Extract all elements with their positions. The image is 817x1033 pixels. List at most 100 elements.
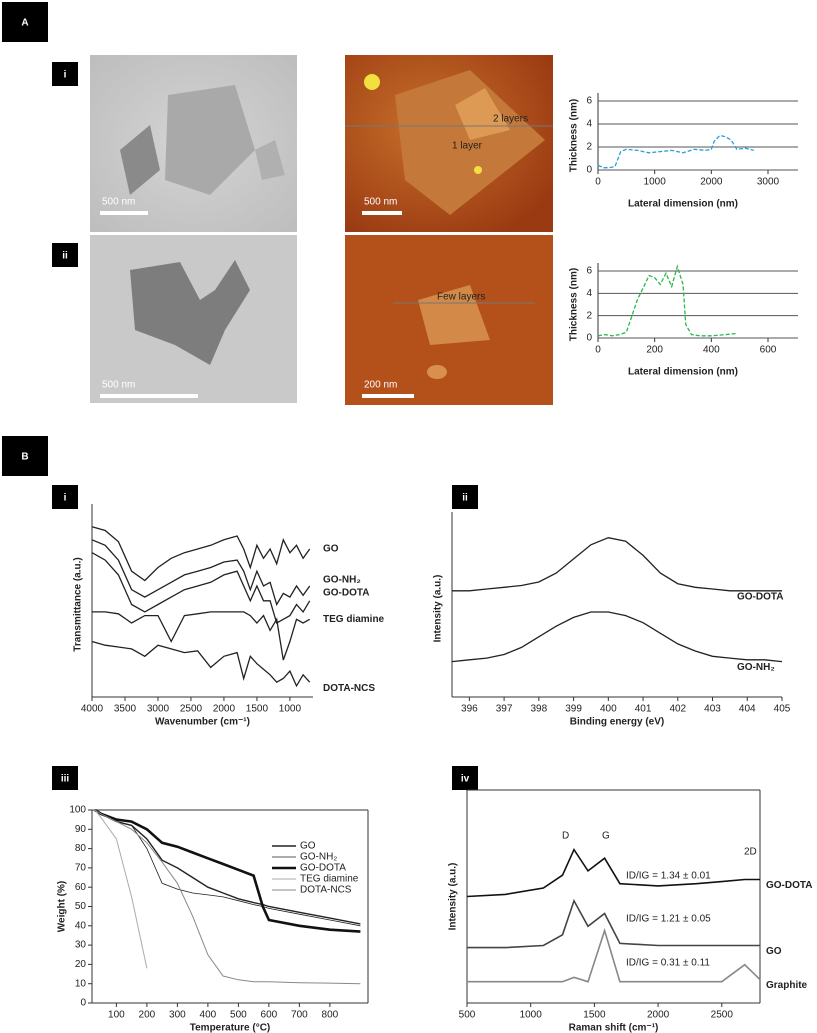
- y-tick-label: 20: [75, 959, 87, 970]
- particle: [364, 74, 380, 90]
- annotation: D: [562, 831, 569, 842]
- panel-label: iii: [61, 774, 70, 785]
- series-line: [467, 898, 760, 949]
- y-tick-label: 50: [75, 901, 87, 912]
- x-tick-label: 404: [739, 704, 756, 715]
- panel-label-box: [52, 766, 78, 790]
- image-annotation: 1 layer: [452, 141, 483, 152]
- x-tick-label: 4000: [81, 704, 104, 715]
- x-tick-label: 400: [200, 1010, 217, 1021]
- annotation: ID/IG = 1.21 ± 0.05: [626, 914, 711, 925]
- x-tick-label: 0: [595, 177, 601, 188]
- legend-label: GO-NH₂: [300, 852, 337, 863]
- x-tick-label: 3500: [114, 704, 137, 715]
- y-tick-label: 2: [586, 310, 592, 321]
- x-axis-label: Raman shift (cm⁻¹): [569, 1023, 659, 1033]
- y-axis-label: Weight (%): [57, 881, 68, 932]
- y-axis-label: Intensity (a.u.): [448, 863, 459, 931]
- x-tick-label: 401: [635, 704, 652, 715]
- y-tick-label: 6: [586, 266, 592, 277]
- series-line: [466, 847, 760, 898]
- series-line: [92, 611, 311, 661]
- y-tick-label: 90: [75, 824, 87, 835]
- x-axis-label: Lateral dimension (nm): [628, 199, 738, 210]
- scale-bar-label: 200 nm: [364, 380, 397, 391]
- legend-label: DOTA-NCS: [300, 885, 352, 896]
- y-axis-label: Thickness (nm): [569, 99, 580, 172]
- x-tick-label: 2500: [711, 1010, 734, 1021]
- panel-label: ii: [462, 493, 468, 504]
- x-tick-label: 398: [530, 704, 547, 715]
- panel-label-box: [2, 436, 48, 476]
- x-tick-label: 200: [139, 1010, 156, 1021]
- panel-label: B: [21, 452, 28, 463]
- y-tick-label: 0: [586, 165, 592, 176]
- flake: [255, 140, 285, 180]
- series-label: GO-DOTA: [323, 587, 369, 598]
- x-tick-label: 300: [169, 1010, 186, 1021]
- x-tick-label: 200: [646, 345, 663, 356]
- x-tick-label: 400: [703, 345, 720, 356]
- annotation: ID/IG = 1.34 ± 0.01: [626, 871, 711, 882]
- panel-label: iv: [461, 774, 470, 785]
- x-tick-label: 402: [669, 704, 686, 715]
- x-tick-label: 1500: [246, 704, 269, 715]
- x-tick-label: 3000: [147, 704, 170, 715]
- y-tick-label: 60: [75, 882, 87, 893]
- x-tick-label: 2000: [647, 1010, 670, 1021]
- series-label: GO-DOTA: [766, 880, 812, 891]
- y-tick-label: 30: [75, 940, 87, 951]
- x-tick-label: 600: [760, 345, 777, 356]
- flake: [165, 85, 255, 195]
- panel-label: i: [64, 493, 67, 504]
- panel-label-box: [2, 2, 48, 42]
- legend-label: GO: [300, 841, 316, 852]
- x-tick-label: 0: [595, 345, 601, 356]
- y-tick-label: 10: [75, 978, 87, 989]
- annotation: 2D: [744, 847, 757, 858]
- particle: [474, 166, 482, 174]
- series-label: GO-DOTA: [737, 591, 783, 602]
- particle: [427, 365, 447, 379]
- scale-bar-label: 500 nm: [364, 197, 397, 208]
- series-line: [467, 927, 761, 983]
- y-tick-label: 2: [586, 142, 592, 153]
- series-label: DOTA-NCS: [323, 683, 375, 694]
- x-tick-label: 396: [461, 704, 478, 715]
- x-tick-label: 3000: [757, 177, 780, 188]
- series-line: [451, 611, 783, 663]
- series-line: [94, 809, 361, 927]
- x-tick-label: 405: [774, 704, 791, 715]
- y-tick-label: 4: [586, 288, 592, 299]
- y-tick-label: 100: [69, 805, 86, 816]
- y-axis-label: Transmittance (a.u.): [73, 557, 84, 651]
- x-tick-label: 1000: [279, 704, 302, 715]
- x-axis-label: Lateral dimension (nm): [628, 367, 738, 378]
- x-tick-label: 403: [704, 704, 721, 715]
- x-tick-label: 100: [108, 1010, 125, 1021]
- x-axis-label: Binding energy (eV): [570, 717, 664, 728]
- panel-label-box: [52, 243, 78, 267]
- x-tick-label: 397: [496, 704, 513, 715]
- legend-label: GO-DOTA: [300, 863, 346, 874]
- panel-label: A: [21, 18, 28, 29]
- series-label: GO: [766, 946, 782, 957]
- annotation: G: [602, 831, 610, 842]
- series-line: [91, 526, 311, 582]
- x-tick-label: 2500: [180, 704, 203, 715]
- series-line: [94, 808, 361, 933]
- y-tick-label: 40: [75, 920, 87, 931]
- y-tick-label: 0: [586, 333, 592, 344]
- flake: [455, 88, 510, 140]
- y-tick-label: 6: [586, 96, 592, 107]
- x-axis-label: Temperature (°C): [190, 1023, 271, 1033]
- x-tick-label: 800: [322, 1010, 339, 1021]
- series-label: GO: [323, 544, 339, 555]
- x-tick-label: 399: [565, 704, 582, 715]
- x-tick-label: 2000: [700, 177, 723, 188]
- flake: [130, 260, 250, 365]
- series-label: TEG diamine: [323, 614, 385, 625]
- x-tick-label: 600: [261, 1010, 278, 1021]
- series-line: [94, 809, 148, 969]
